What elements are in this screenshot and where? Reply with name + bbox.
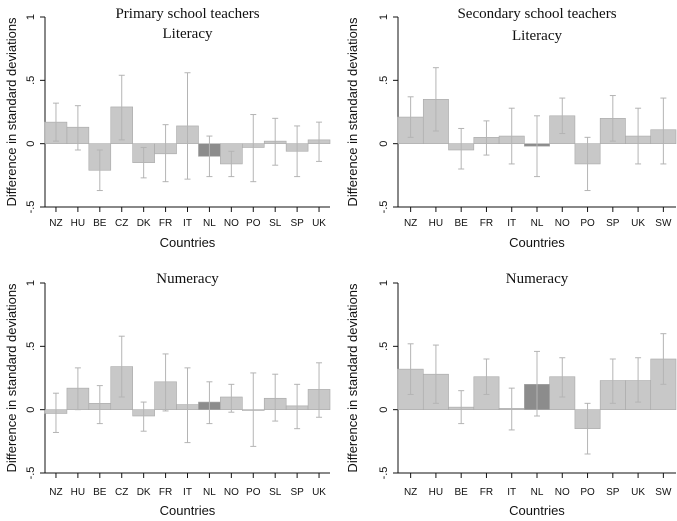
y-axis-label: Difference in standard deviations <box>4 283 19 473</box>
x-tick-label: UK <box>631 218 645 229</box>
chart-title: Secondary school teachers <box>457 6 616 22</box>
y-tick-label: .5 <box>378 342 390 351</box>
x-tick-label: DK <box>137 218 151 229</box>
chart-panel-4: Numeracy -.5 0 .5 1 Difference in standard de… <box>345 271 677 518</box>
x-tick-label: UK <box>312 218 326 229</box>
x-tick-label: BE <box>455 218 469 229</box>
chart-subtitle: Numeracy <box>506 271 569 287</box>
x-tick-label: FR <box>159 487 172 498</box>
x-tick-label: IT <box>507 487 516 498</box>
x-tick-label: SP <box>606 487 620 498</box>
y-tick-label: .5 <box>25 76 37 85</box>
y-tick-label: 1 <box>378 14 390 20</box>
y-tick-label: 0 <box>25 141 37 147</box>
x-tick-label: SW <box>655 487 672 498</box>
x-tick-label: NZ <box>49 218 62 229</box>
x-tick-label: PO <box>580 218 595 229</box>
x-tick-label: PO <box>246 487 261 498</box>
y-tick-label: 1 <box>25 14 37 20</box>
y-tick-label: 0 <box>378 407 390 413</box>
x-tick-label: NL <box>531 487 544 498</box>
x-tick-label: SL <box>269 218 282 229</box>
x-tick-label: SP <box>606 218 620 229</box>
y-tick-label: 0 <box>25 407 37 413</box>
y-tick-label: -.5 <box>378 201 390 214</box>
chart-subtitle: Literacy <box>163 26 213 42</box>
x-axis-label: Countries <box>160 235 216 250</box>
x-tick-label: IT <box>507 218 516 229</box>
x-tick-label: HU <box>71 218 85 229</box>
x-tick-label: NL <box>203 487 216 498</box>
chart-title: Primary school teachers <box>115 6 259 22</box>
x-tick-label: IT <box>183 218 192 229</box>
x-tick-label: NL <box>203 218 216 229</box>
x-tick-label: NZ <box>404 487 417 498</box>
y-tick-label: 1 <box>25 280 37 286</box>
x-tick-label: SL <box>269 487 282 498</box>
x-tick-label: NL <box>531 218 544 229</box>
y-tick-label: -.5 <box>25 201 37 214</box>
x-axis-label: Countries <box>509 235 565 250</box>
x-tick-label: FR <box>159 218 172 229</box>
x-tick-label: NO <box>224 218 239 229</box>
x-tick-label: NO <box>555 487 570 498</box>
x-tick-label: BE <box>455 487 469 498</box>
x-tick-label: NZ <box>49 487 62 498</box>
y-axis-label: Difference in standard deviations <box>4 17 19 207</box>
y-tick-label: -.5 <box>25 467 37 480</box>
x-tick-label: UK <box>312 487 326 498</box>
x-tick-label: PO <box>246 218 261 229</box>
x-tick-label: NO <box>224 487 239 498</box>
x-tick-label: FR <box>480 218 493 229</box>
x-tick-label: SP <box>290 218 304 229</box>
y-tick-label: 0 <box>378 141 390 147</box>
y-tick-label: 1 <box>378 280 390 286</box>
y-axis-label: Difference in standard deviations <box>345 283 360 473</box>
x-tick-label: PO <box>580 487 595 498</box>
x-tick-label: DK <box>137 487 151 498</box>
x-tick-label: FR <box>480 487 493 498</box>
x-tick-label: BE <box>93 487 107 498</box>
chart-subtitle: Numeracy <box>156 271 219 287</box>
x-tick-label: HU <box>429 218 443 229</box>
y-tick-label: .5 <box>25 342 37 351</box>
x-tick-label: BE <box>93 218 107 229</box>
chart-panel-2: Secondary school teachers Literacy -.5 0 .5 1… <box>345 6 677 250</box>
chart-panel-3: Numeracy -.5 0 .5 1 Difference in standard de… <box>4 271 331 518</box>
x-tick-label: HU <box>429 487 443 498</box>
x-axis-label: Countries <box>160 503 216 518</box>
chart-panel-1: Primary school teachers Literacy -.5 0 .5 1 Di… <box>4 6 331 250</box>
x-tick-label: CZ <box>115 487 128 498</box>
x-tick-label: CZ <box>115 218 128 229</box>
x-tick-label: UK <box>631 487 645 498</box>
y-tick-label: -.5 <box>378 467 390 480</box>
x-tick-label: HU <box>71 487 85 498</box>
x-tick-label: NO <box>555 218 570 229</box>
x-axis-label: Countries <box>509 503 565 518</box>
x-tick-label: SP <box>290 487 304 498</box>
x-tick-label: NZ <box>404 218 417 229</box>
y-tick-label: .5 <box>378 76 390 85</box>
chart-subtitle: Literacy <box>512 28 562 44</box>
x-tick-label: SW <box>655 218 672 229</box>
x-tick-label: IT <box>183 487 192 498</box>
y-axis-label: Difference in standard deviations <box>345 17 360 207</box>
